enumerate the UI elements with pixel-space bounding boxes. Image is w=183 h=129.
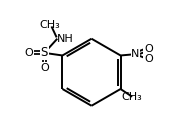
Text: S: S <box>41 46 48 59</box>
Text: N: N <box>131 49 140 59</box>
Text: O: O <box>40 63 49 73</box>
Text: CH₃: CH₃ <box>40 19 61 30</box>
Text: O: O <box>144 44 153 54</box>
Text: O: O <box>25 48 33 58</box>
Text: O: O <box>144 54 153 64</box>
Text: NH: NH <box>57 34 74 44</box>
Text: CH₃: CH₃ <box>122 92 143 102</box>
